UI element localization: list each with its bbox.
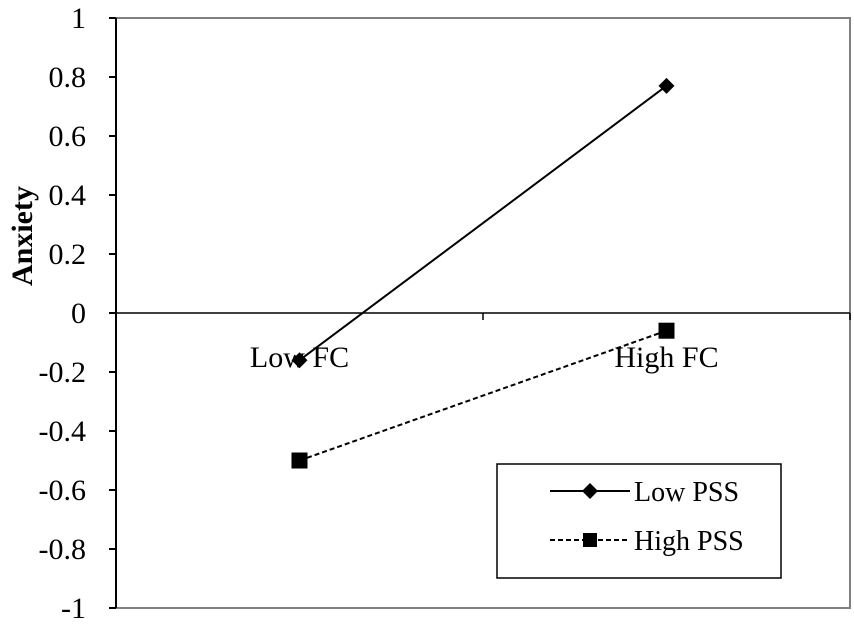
legend-box xyxy=(496,463,782,579)
legend-label-high-pss: High PSS xyxy=(634,526,744,557)
y-tick-label: 0.2 xyxy=(49,238,87,271)
y-axis-title: Anxiety xyxy=(6,186,39,286)
series-layer xyxy=(291,77,675,469)
series-line-high-pss xyxy=(299,329,667,462)
y-tick-label: -0.6 xyxy=(39,474,87,507)
data-point-square xyxy=(291,452,308,469)
y-tick-label: -1 xyxy=(61,592,86,625)
y-tick-label: -0.8 xyxy=(39,533,87,566)
data-point-square xyxy=(658,322,675,339)
y-tick-label: 0 xyxy=(71,297,86,330)
data-point-diamond xyxy=(291,352,308,369)
y-tick-label: 0.6 xyxy=(49,120,87,153)
series-line-low-pss xyxy=(298,85,668,362)
y-tick-label: 1 xyxy=(71,2,86,35)
y-tick-label: -0.4 xyxy=(39,415,87,448)
x-category-label: High FC xyxy=(614,341,718,374)
y-axis-ticks: 1 0.8 0.6 0.4 0.2 0 -0.2 -0.4 -0.6 -0.8 -1 xyxy=(39,2,116,625)
data-point-diamond xyxy=(658,77,675,94)
y-tick-label: -0.2 xyxy=(39,356,87,389)
legend: Low PSS High PSS xyxy=(496,463,782,579)
y-tick-label: 0.4 xyxy=(49,179,87,212)
legend-label-low-pss: Low PSS xyxy=(634,477,739,508)
legend-marker-diamond xyxy=(582,483,598,499)
x-axis: Low FC High FC xyxy=(115,312,851,374)
y-tick-label: 0.8 xyxy=(49,61,87,94)
legend-marker-square xyxy=(583,533,597,547)
